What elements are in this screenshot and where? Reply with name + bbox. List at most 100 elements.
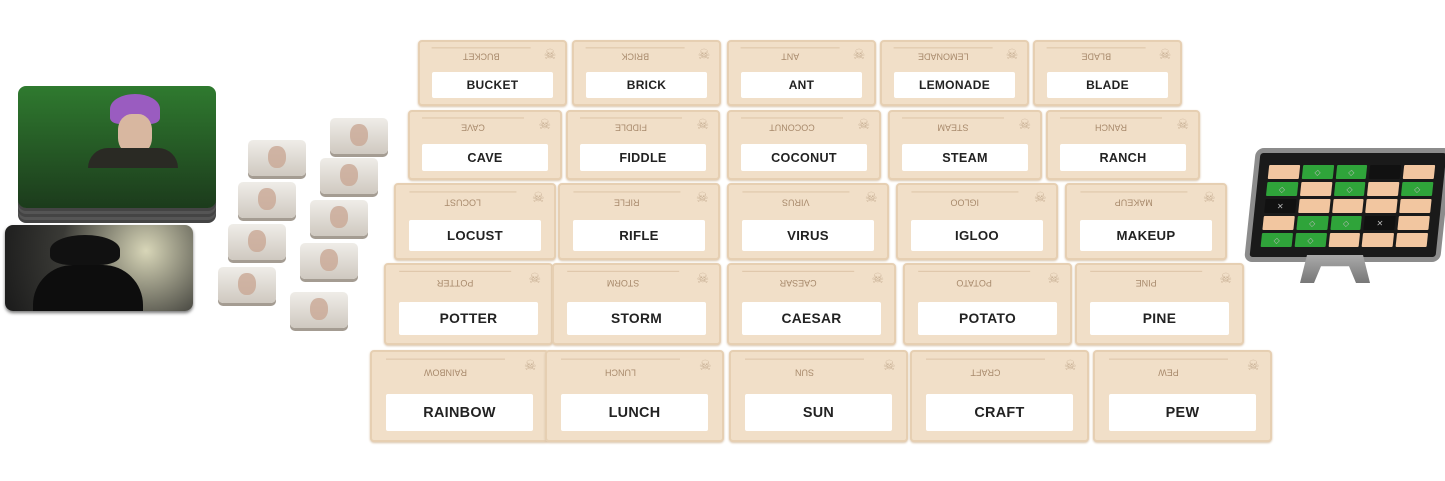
skull-icon: ☠ [1246, 357, 1260, 374]
skull-icon: ☠ [1005, 45, 1019, 62]
key-cell-green: ◇ [1260, 233, 1293, 247]
word-card[interactable]: RANCH ☠ RANCH [1046, 110, 1200, 180]
word-card[interactable]: PINE ☠ PINE [1075, 263, 1244, 345]
assassin-card[interactable] [5, 225, 193, 311]
word-card-label: COCONUT [741, 143, 867, 172]
word-card[interactable]: RAINBOW ☠ RAINBOW [370, 350, 549, 442]
agent-card-deck[interactable] [18, 86, 216, 208]
word-card[interactable]: RIFLE ☠ RIFLE [558, 183, 720, 260]
key-cell-green: ◇ [1294, 233, 1327, 247]
word-card[interactable]: PEW ☠ PEW [1093, 350, 1272, 442]
skull-icon: ☠ [1176, 115, 1189, 132]
word-card-label: CAVE [422, 143, 548, 172]
word-card[interactable]: CAVE ☠ CAVE [408, 110, 562, 180]
portrait-icon [238, 273, 256, 295]
agent-token[interactable] [320, 158, 378, 194]
skull-icon: ☠ [531, 189, 545, 206]
assassin-hat [50, 235, 120, 265]
agent-token[interactable] [238, 182, 296, 218]
word-card-reversed-label: CAESAR [742, 271, 855, 295]
portrait-icon [268, 146, 286, 168]
key-cell-tan [1399, 199, 1432, 213]
word-card-label: SUN [745, 394, 892, 432]
word-card-label: LUNCH [561, 394, 708, 432]
word-card-label: STEAM [902, 143, 1028, 172]
agent-token[interactable] [218, 267, 276, 303]
key-cell-tan [1395, 233, 1429, 247]
word-card-reversed-label: STORM [567, 271, 680, 295]
portrait-icon [320, 249, 338, 271]
word-card-label: RIFLE [572, 220, 706, 251]
word-card-reversed-label: FIDDLE [580, 117, 682, 137]
portrait-icon [350, 124, 368, 146]
word-card[interactable]: LEMONADE ☠ LEMONADE [880, 40, 1029, 106]
word-card[interactable]: FIDDLE ☠ FIDDLE [566, 110, 720, 180]
word-card[interactable]: SUN ☠ SUN [729, 350, 908, 442]
key-card[interactable]: ◇ ◇ ◇ ◇ ◇ ✕ ◇ ◇ ✕ ◇ ◇ [1244, 148, 1445, 262]
word-card-label: IGLOO [910, 220, 1044, 251]
word-card-reversed-label: CAVE [422, 117, 524, 137]
skull-icon: ☠ [528, 269, 542, 286]
word-card[interactable]: ANT ☠ ANT [727, 40, 876, 106]
word-card-reversed-label: CRAFT [926, 359, 1045, 385]
agent-token[interactable] [228, 224, 286, 260]
word-card-reversed-label: STEAM [902, 117, 1004, 137]
word-card[interactable]: STORM ☠ STORM [552, 263, 721, 345]
word-card[interactable]: CAESAR ☠ CAESAR [727, 263, 896, 345]
word-card-reversed-label: COCONUT [741, 117, 843, 137]
word-card[interactable]: COCONUT ☠ COCONUT [727, 110, 881, 180]
key-cell-tan [1361, 233, 1395, 247]
key-cell-green: ◇ [1333, 182, 1366, 196]
word-card-reversed-label: PEW [1109, 359, 1228, 385]
word-card-label: CRAFT [926, 394, 1073, 432]
skull-icon: ☠ [1063, 357, 1077, 374]
skull-icon: ☠ [1018, 115, 1031, 132]
key-cell-tan [1262, 216, 1295, 230]
skull-icon: ☠ [523, 357, 537, 374]
word-card-label: STORM [567, 302, 706, 336]
word-card-label: LEMONADE [893, 71, 1016, 98]
word-card-label: BLADE [1046, 71, 1169, 98]
word-card-label: POTTER [399, 302, 538, 336]
skull-icon: ☠ [543, 45, 557, 62]
word-card-label: BUCKET [431, 71, 554, 98]
key-cell-green: ◇ [1301, 165, 1334, 179]
word-card[interactable]: LOCUST ☠ LOCUST [394, 183, 556, 260]
key-cell-tan [1402, 165, 1436, 179]
agent-token[interactable] [310, 200, 368, 236]
word-card[interactable]: MAKEUP ☠ MAKEUP [1065, 183, 1227, 260]
word-card-reversed-label: LEMONADE [893, 46, 993, 66]
word-card[interactable]: LUNCH ☠ LUNCH [545, 350, 724, 442]
word-card[interactable]: STEAM ☠ STEAM [888, 110, 1042, 180]
word-card[interactable]: BLADE ☠ BLADE [1033, 40, 1182, 106]
key-cell-tan [1365, 199, 1398, 213]
word-card-reversed-label: SUN [745, 359, 864, 385]
skull-icon: ☠ [1047, 269, 1061, 286]
word-card[interactable]: VIRUS ☠ VIRUS [727, 183, 889, 260]
skull-icon: ☠ [696, 115, 709, 132]
word-card-label: MAKEUP [1079, 220, 1213, 251]
portrait-icon [258, 188, 276, 210]
word-card-label: ANT [740, 71, 863, 98]
agent-token[interactable] [248, 140, 306, 176]
agent-token[interactable] [330, 118, 388, 154]
skull-icon: ☠ [882, 357, 896, 374]
word-card[interactable]: POTATO ☠ POTATO [903, 263, 1072, 345]
word-card-reversed-label: BRICK [585, 46, 685, 66]
word-card-reversed-label: RANCH [1060, 117, 1162, 137]
agent-token[interactable] [290, 292, 348, 328]
word-card-reversed-label: ANT [740, 46, 840, 66]
agent-token[interactable] [300, 243, 358, 279]
word-card[interactable]: BUCKET ☠ BUCKET [418, 40, 567, 106]
word-card[interactable]: IGLOO ☠ IGLOO [896, 183, 1058, 260]
word-card-reversed-label: LUNCH [561, 359, 680, 385]
word-card[interactable]: POTTER ☠ POTTER [384, 263, 553, 345]
skull-icon: ☠ [696, 269, 710, 286]
word-card[interactable]: CRAFT ☠ CRAFT [910, 350, 1089, 442]
word-card-reversed-label: RIFLE [572, 190, 681, 213]
skull-icon: ☠ [1219, 269, 1233, 286]
word-card[interactable]: BRICK ☠ BRICK [572, 40, 721, 106]
skull-icon: ☠ [697, 45, 711, 62]
word-card-label: LOCUST [408, 220, 542, 251]
word-card-label: PINE [1090, 302, 1229, 336]
